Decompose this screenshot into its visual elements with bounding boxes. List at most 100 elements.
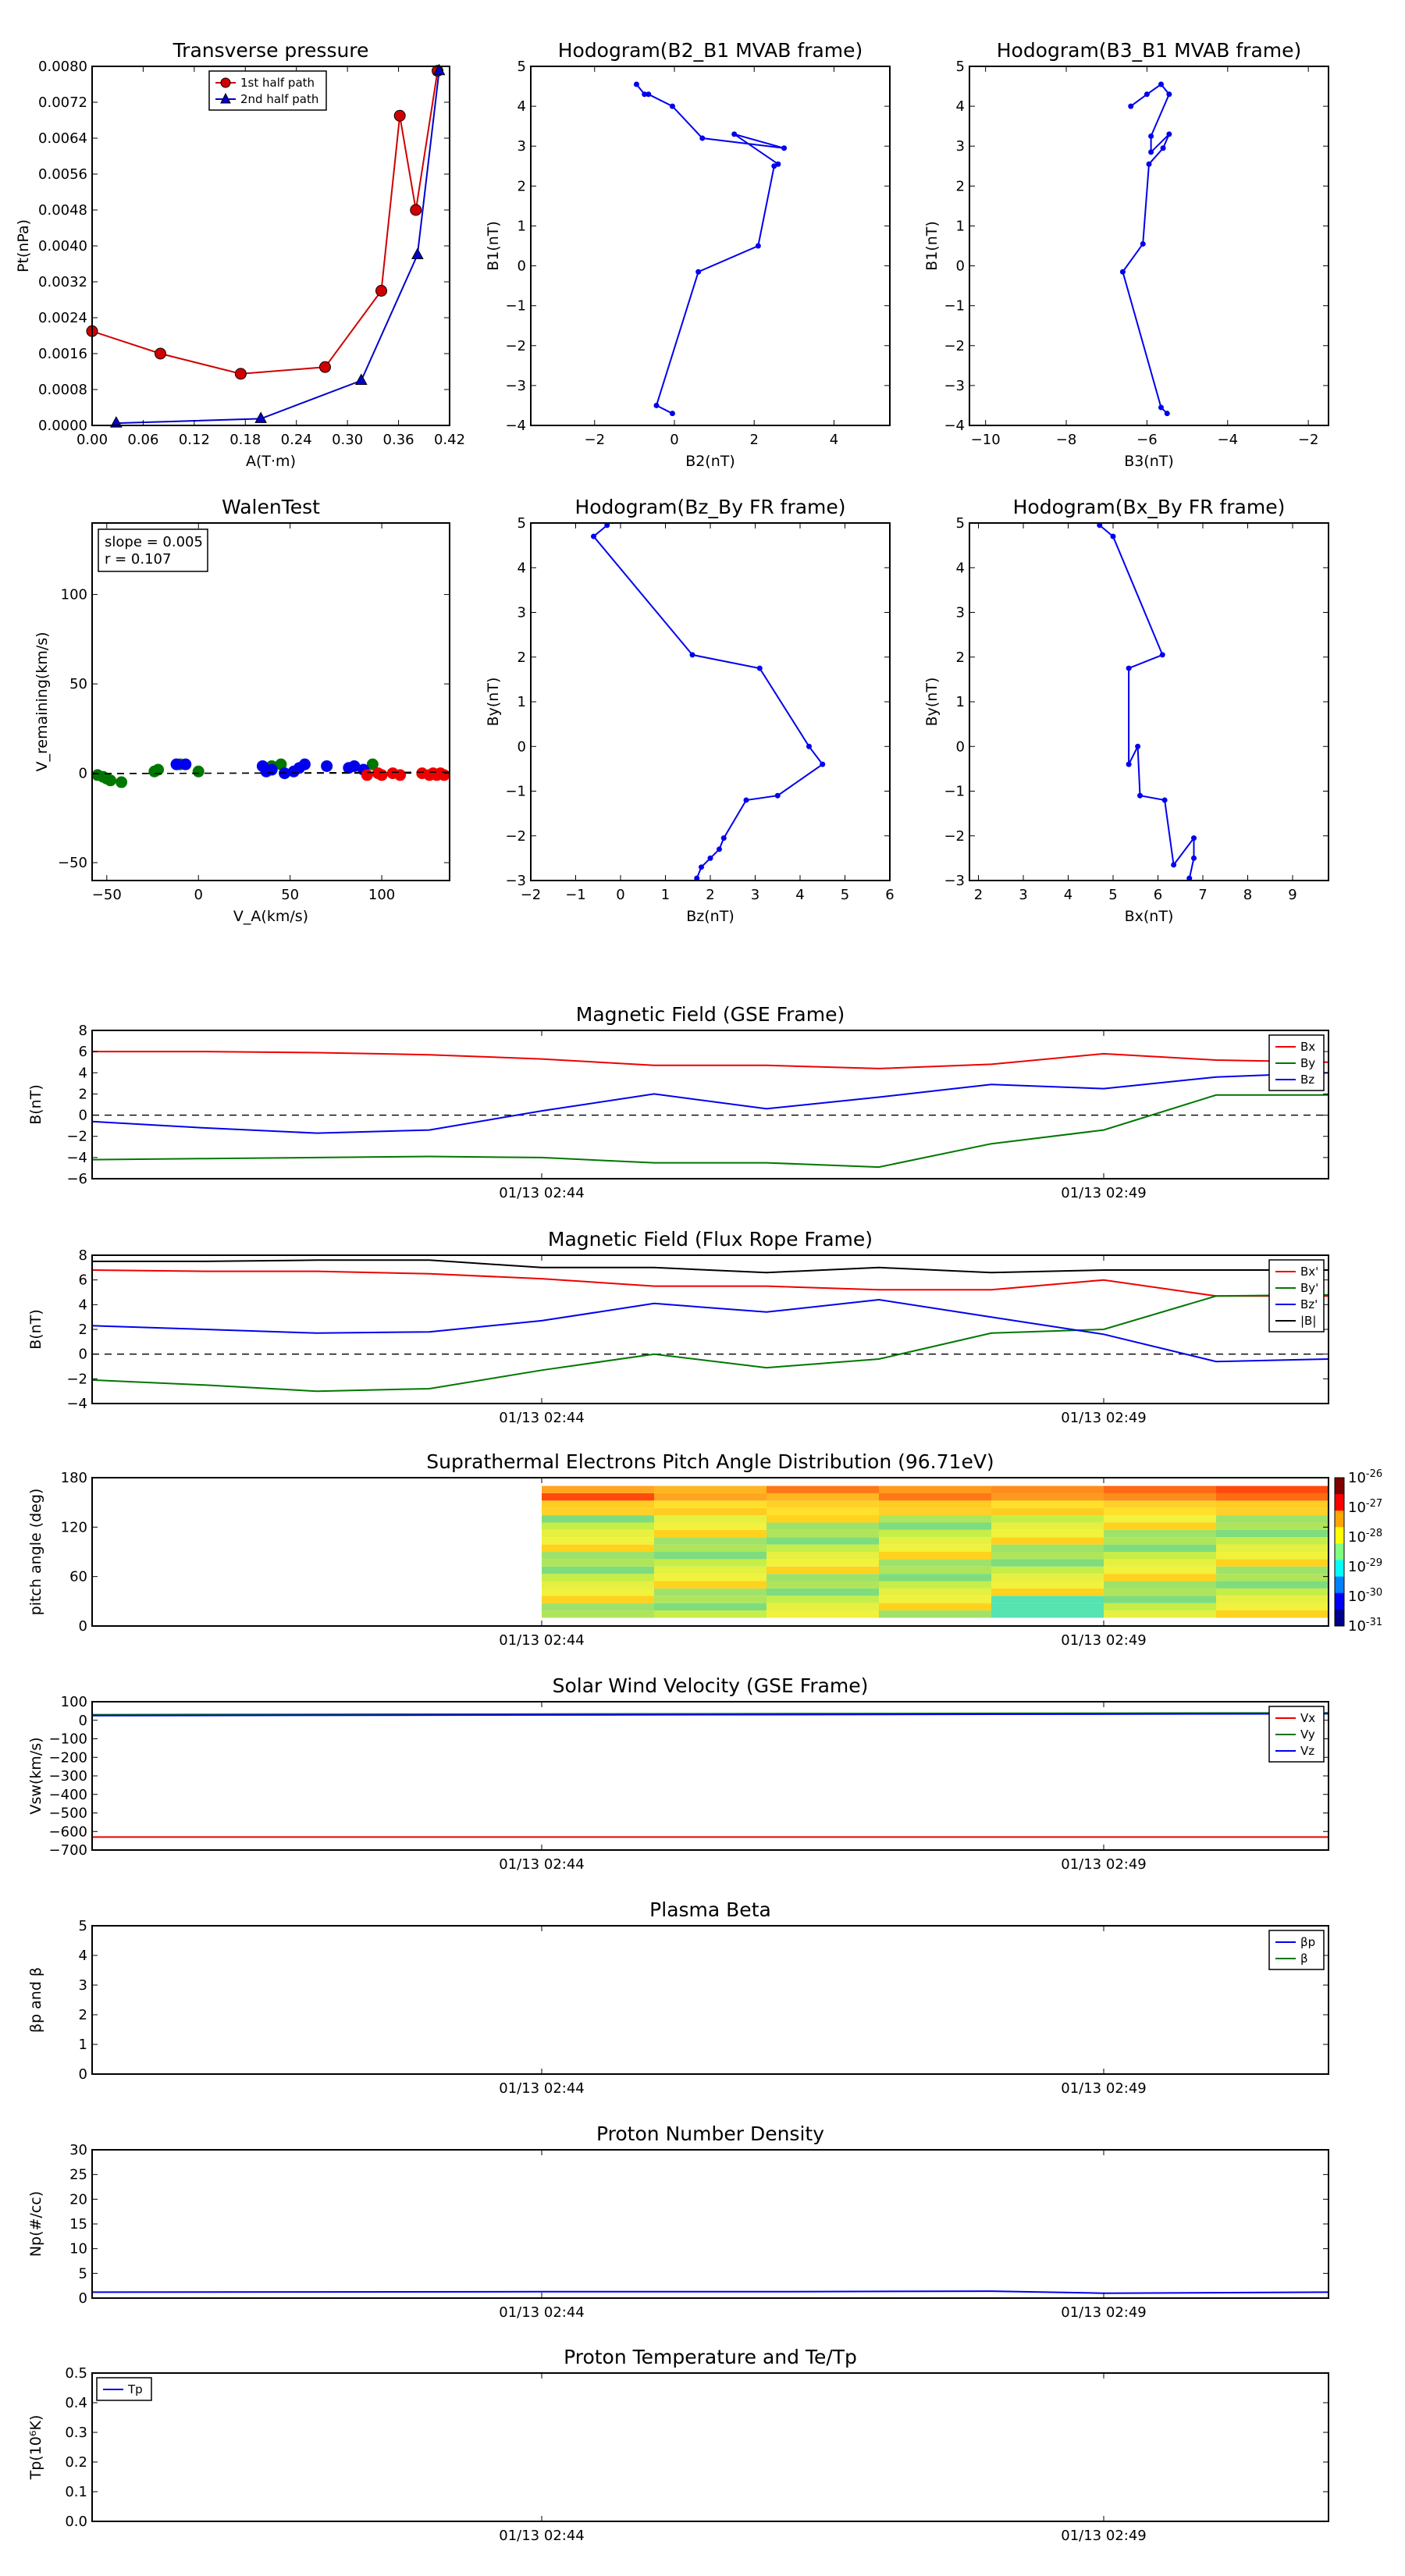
chart-hodogram-bx-by: Hodogram(Bx_By FR frame) −3 −2 −1 0 1 2 3 4 5 2 3 4 5… (923, 496, 1329, 925)
colorbar-tick-label: 10-27 (1348, 1498, 1382, 1516)
heatmap-cell (1216, 1493, 1329, 1501)
x-tick-label: 01/13 02:44 (499, 1632, 584, 1649)
series-bx (92, 1051, 1329, 1069)
legend-label: Bz (1300, 1073, 1314, 1087)
heatmap-cell (879, 1566, 991, 1574)
y-tick-label: 2 (518, 649, 526, 666)
plot-area-pitch-angle (542, 1485, 1329, 1618)
data-point (1191, 835, 1197, 841)
heatmap-cell (991, 1544, 1104, 1552)
heatmap-cell (1216, 1610, 1329, 1618)
legend-label: Vy (1300, 1727, 1315, 1742)
chart-hodogram-b3-b1: Hodogram(B3_B1 MVAB frame)−4−3−2−1012345… (923, 39, 1329, 470)
x-tick-label: 0 (670, 432, 678, 448)
y-tick-label: −300 (49, 1768, 87, 1784)
chart-title: Hodogram(B3_B1 MVAB frame) (997, 39, 1302, 62)
y-axis-label: Pt(nPa) (15, 219, 32, 272)
heatmap-cell (991, 1485, 1104, 1493)
x-axis-label: A(T·m) (246, 453, 296, 470)
heatmap-cell (879, 1544, 991, 1552)
heatmap-cell (1216, 1603, 1329, 1611)
y-tick-label: −100 (49, 1731, 87, 1748)
chart-title: WalenTest (222, 496, 320, 518)
data-point (820, 761, 826, 767)
heatmap-cell (879, 1588, 991, 1596)
series-line (92, 1713, 1329, 1717)
plot-area-hodogram-b2-b1 (633, 81, 788, 417)
chart-plasma-beta: Plasma Beta 0 1 2 3 4 5 01/13 02:44 01/13 02:49 β… (27, 1898, 1329, 2097)
heatmap-cell (542, 1566, 654, 1574)
colorbar-tick-label: 10-29 (1348, 1557, 1382, 1575)
data-point (318, 361, 331, 373)
heatmap-cell (1216, 1500, 1329, 1508)
series-1 (170, 758, 370, 780)
heatmap-cell (654, 1610, 767, 1618)
x-tick-label: 01/13 02:49 (1061, 1410, 1146, 1426)
heatmap-cell (1104, 1515, 1216, 1523)
heatmap-cell (1104, 1544, 1216, 1552)
x-tick-label: −1 (565, 887, 586, 903)
y-tick-label: −700 (49, 1842, 87, 1859)
heatmap-cell (879, 1485, 991, 1493)
heatmap-cell (654, 1507, 767, 1516)
heatmap-cell (991, 1596, 1104, 1603)
heatmap-cell (1104, 1529, 1216, 1538)
series-0 (1097, 523, 1197, 881)
data-point (1164, 411, 1170, 417)
plot-frame (91, 2149, 1329, 2299)
x-tick-label: 01/13 02:49 (1061, 2528, 1146, 2544)
x-tick-label: 01/13 02:49 (1061, 1632, 1146, 1649)
heatmap-cell (991, 1552, 1104, 1560)
x-tick-label: 0.30 (332, 432, 363, 448)
series-0 (92, 758, 379, 788)
y-axis-label: B1(nT) (485, 221, 502, 271)
heatmap-cell (542, 1581, 654, 1589)
legend: βp β (1268, 1930, 1325, 1970)
heatmap-column (542, 1485, 654, 1618)
y-tick-label: 0 (79, 2066, 87, 2083)
heatmap-cell (767, 1559, 879, 1567)
x-tick-label: 6 (885, 887, 894, 903)
heatmap-cell (1216, 1566, 1329, 1574)
heatmap-cell (767, 1588, 879, 1596)
heatmap-cell (991, 1566, 1104, 1574)
heatmap-cell (991, 1515, 1104, 1523)
x-tick-label: 4 (1064, 887, 1072, 903)
data-point (192, 765, 205, 777)
heatmap-column (879, 1485, 991, 1618)
heatmap-cell (991, 1529, 1104, 1538)
y-tick-label: 0.0024 (38, 310, 87, 326)
series-line (92, 1298, 1329, 1363)
heatmap-cell (654, 1522, 767, 1530)
y-tick-label: −3 (944, 873, 965, 889)
data-point (321, 760, 333, 772)
y-tick-label: −500 (49, 1806, 87, 1822)
colorbar-segment (1335, 1510, 1344, 1528)
heatmap-cell (542, 1485, 654, 1493)
data-point (1158, 81, 1165, 87)
heatmap-cell (767, 1522, 879, 1530)
heatmap-cell (767, 1610, 879, 1618)
y-tick-label: −3 (505, 873, 526, 889)
heatmap-cell (991, 1581, 1104, 1589)
series-line (92, 1293, 1329, 1393)
heatmap-cell (1216, 1581, 1329, 1589)
data-point (1128, 103, 1134, 109)
plot-frame (91, 1477, 1329, 1627)
series-line (92, 70, 439, 375)
heatmap-cell (879, 1596, 991, 1603)
heatmap-cell (1104, 1507, 1216, 1516)
y-tick-label: 0.0072 (38, 94, 87, 111)
y-tick-label: 0 (79, 1108, 87, 1124)
plot-area-hodogram-b3-b1 (1119, 81, 1172, 417)
heatmap-cell (767, 1515, 879, 1523)
heatmap-cell (991, 1500, 1104, 1508)
y-tick-label: 2 (518, 178, 526, 194)
data-point (1110, 533, 1116, 539)
y-tick-label: 5 (956, 59, 965, 75)
heatmap-cell (1104, 1581, 1216, 1589)
x-tick-label: −6 (1136, 432, 1158, 448)
x-tick-label: 01/13 02:44 (499, 1410, 584, 1426)
x-tick-label: 01/13 02:44 (499, 2528, 584, 2544)
heatmap-cell (542, 1596, 654, 1603)
